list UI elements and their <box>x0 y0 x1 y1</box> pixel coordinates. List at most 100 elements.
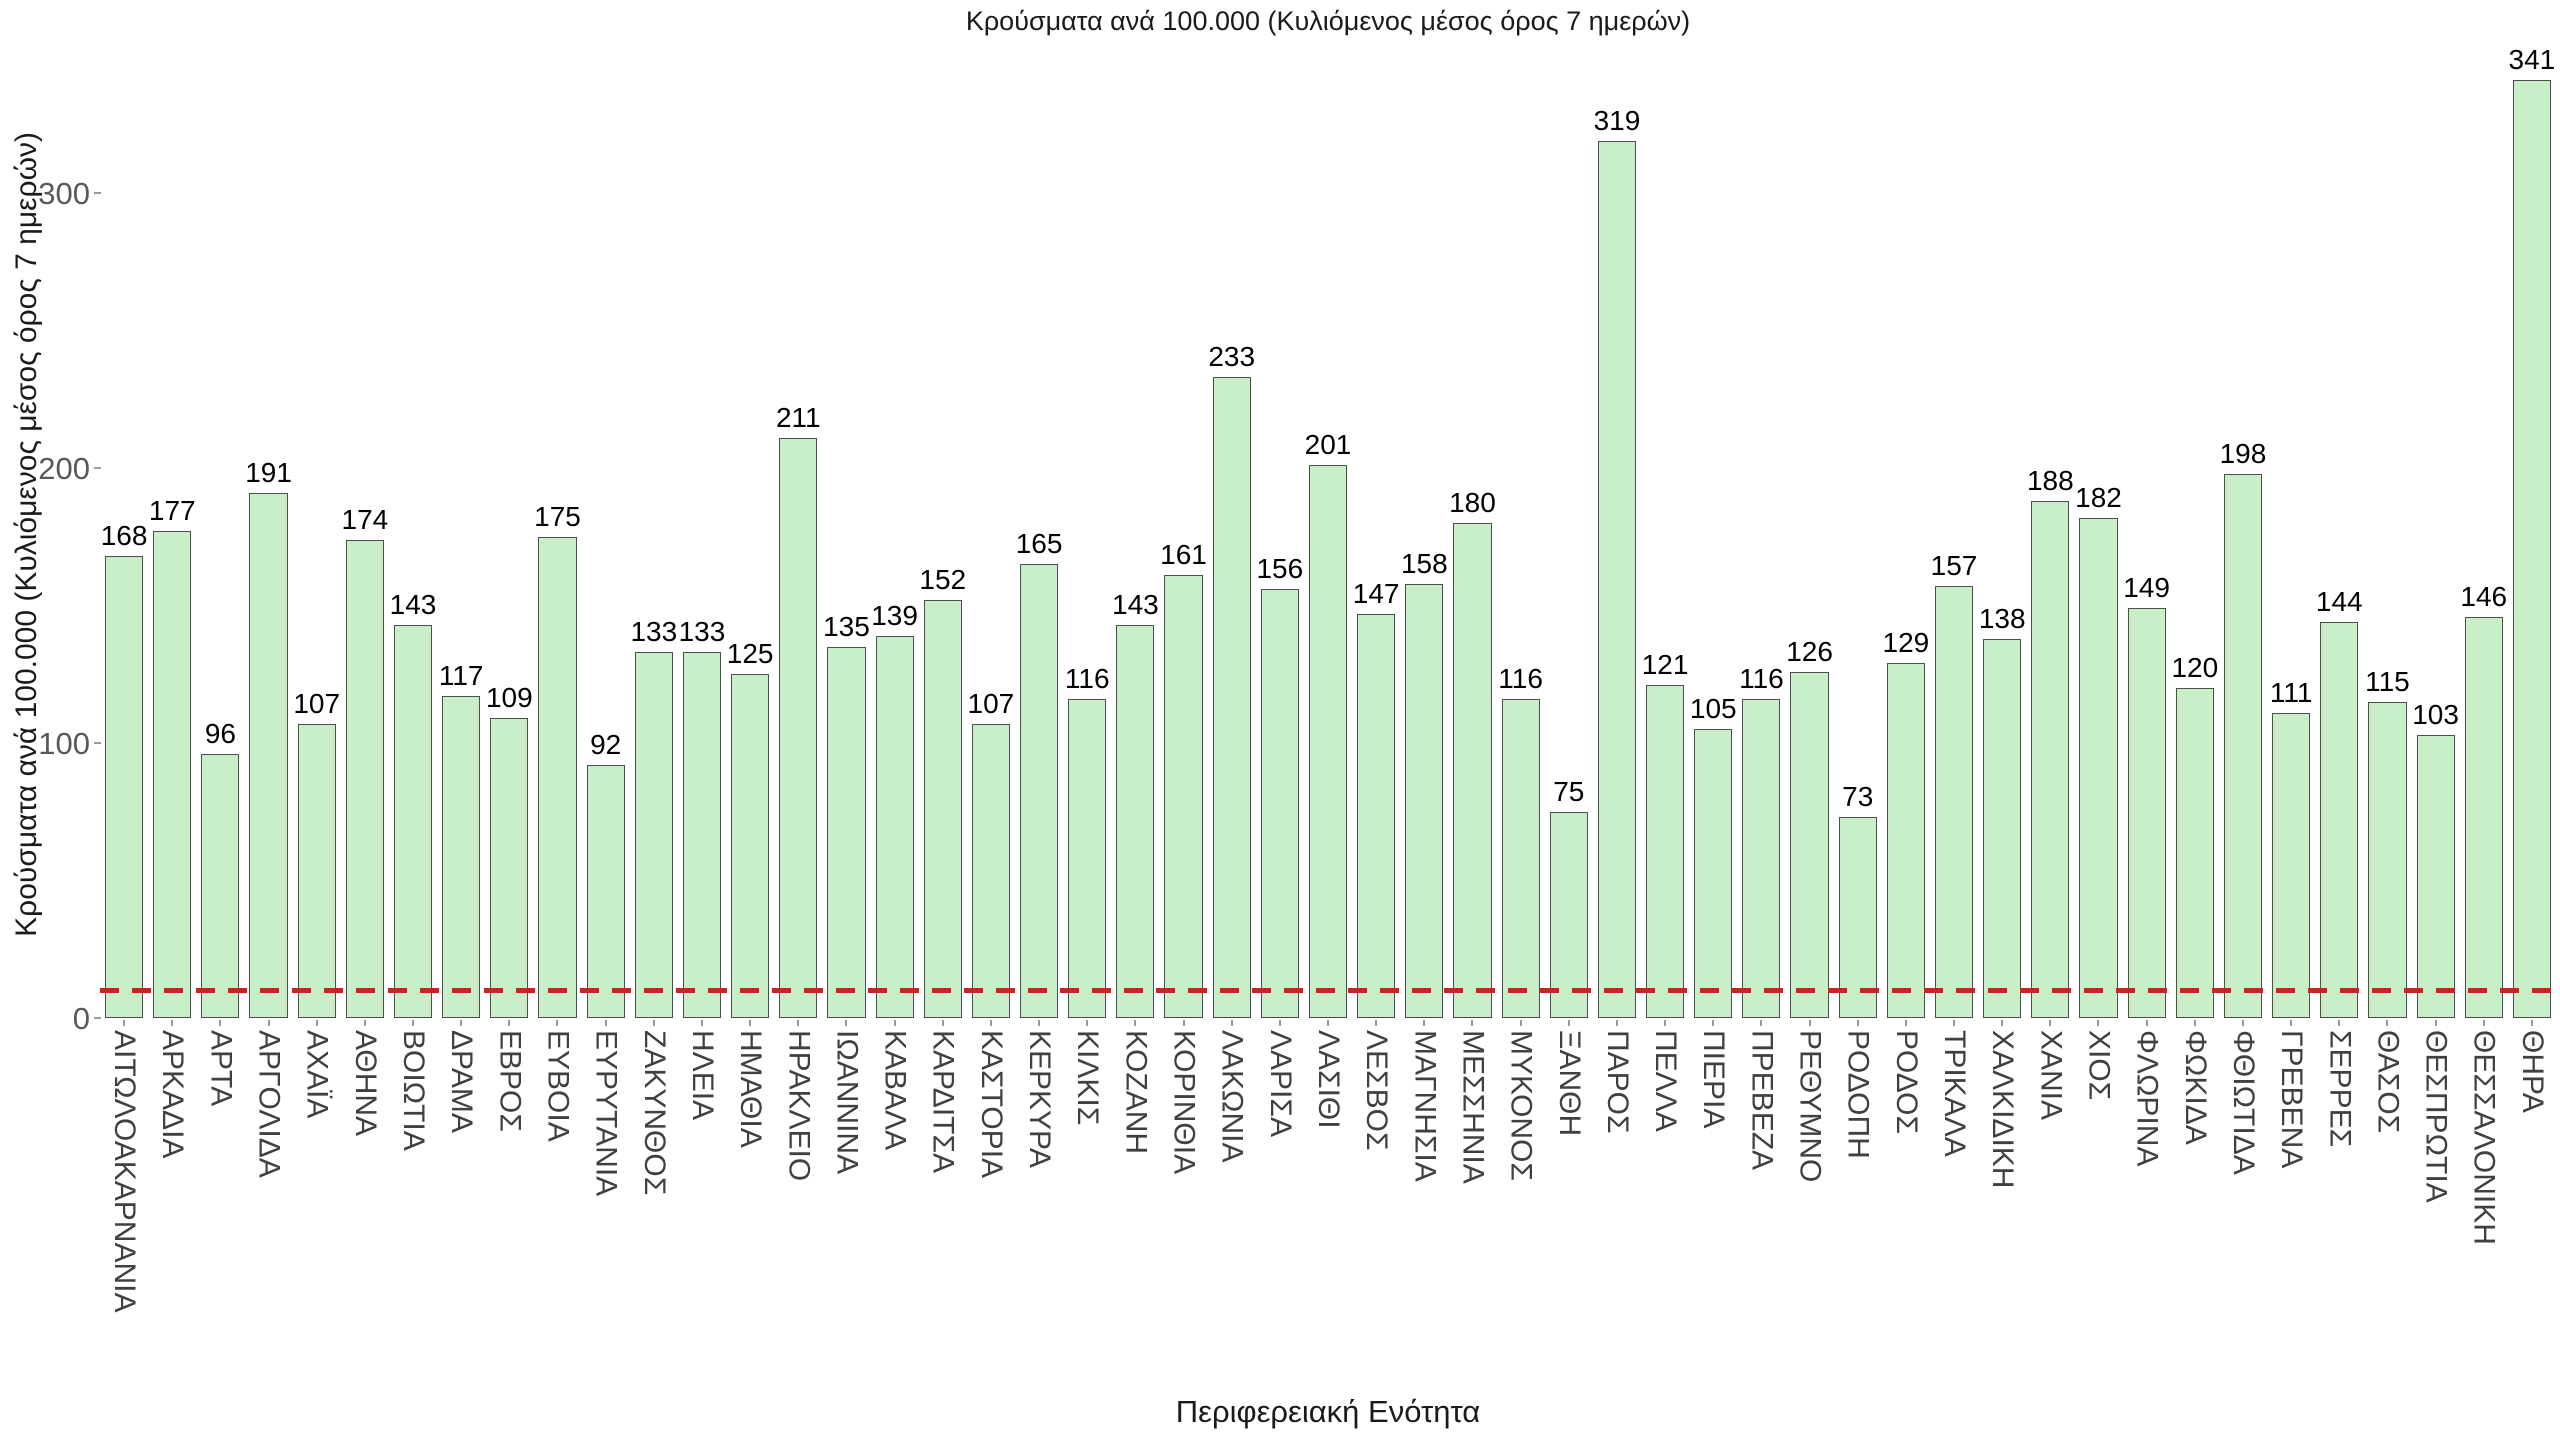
x-tick-mark <box>1326 1020 1329 1026</box>
bar-slot: 158 <box>1401 40 1448 1018</box>
bar <box>1019 564 1059 1018</box>
bar <box>1694 729 1733 1018</box>
y-tick-label: 0 <box>72 1001 90 1036</box>
x-tick-mark <box>2049 1020 2052 1026</box>
x-tick-slot: ΣΕΡΡΕΣ <box>2320 1020 2358 1147</box>
x-tick-label: ΘΕΣΣΑΛΟΝΙΚΗ <box>2467 1030 2501 1245</box>
bar-value-label: 135 <box>823 610 870 642</box>
x-tick-label: ΑΧΑΪΑ <box>300 1030 334 1119</box>
bar <box>2223 473 2263 1018</box>
x-tick-label: ΘΕΣΠΡΩΤΙΑ <box>2419 1030 2453 1203</box>
x-tick-mark <box>2241 1020 2244 1026</box>
y-tick-label: 300 <box>38 176 90 211</box>
x-tick-mark <box>267 1020 270 1026</box>
bar-slot: 201 <box>1305 40 1351 1018</box>
bar-value-label: 191 <box>245 456 292 488</box>
x-tick-slot: ΠΙΕΡΙΑ <box>1694 1020 1732 1128</box>
bar <box>201 754 240 1018</box>
bar-value-label: 149 <box>2123 572 2170 604</box>
bar <box>2272 712 2311 1018</box>
x-tick-slot: ΧΙΟΣ <box>2079 1020 2117 1100</box>
x-tick-mark <box>1712 1020 1715 1026</box>
x-tick-label: ΜΕΣΣΗΝΙΑ <box>1456 1030 1490 1184</box>
bar-slot: 103 <box>2412 40 2459 1018</box>
x-tick-mark <box>845 1020 848 1026</box>
x-tick-mark <box>1423 1020 1426 1026</box>
x-tick-mark <box>1230 1020 1233 1026</box>
x-tick-label: ΘΗΡΑ <box>2515 1030 2549 1113</box>
y-tick-mark <box>94 742 101 744</box>
bar <box>923 600 962 1018</box>
bar-slot: 177 <box>149 40 196 1018</box>
bar-slot: 73 <box>1838 40 1877 1018</box>
x-tick-mark <box>508 1020 511 1026</box>
bar-slot: 133 <box>630 40 677 1018</box>
x-tick-slot: ΘΕΣΠΡΩΤΙΑ <box>2417 1020 2455 1203</box>
x-tick-mark <box>2482 1020 2485 1026</box>
bar-value-label: 117 <box>438 660 484 692</box>
y-tick-mark <box>94 1017 101 1019</box>
x-tick-slot: ΦΛΩΡΙΝΑ <box>2128 1020 2166 1166</box>
x-tick-label: ΧΙΟΣ <box>2082 1030 2116 1101</box>
bar-slot: 144 <box>2316 40 2363 1018</box>
x-tick-label: ΚΑΒΑΛΑ <box>878 1030 912 1151</box>
bar <box>2175 688 2214 1018</box>
bar <box>538 536 577 1018</box>
x-tick-slot: ΔΡΑΜΑ <box>442 1020 480 1133</box>
bar-value-label: 139 <box>871 599 918 631</box>
bar <box>2416 734 2455 1018</box>
bar-slot: 107 <box>293 40 340 1018</box>
bar-slot: 161 <box>1160 40 1207 1018</box>
bar <box>2464 616 2503 1018</box>
bar <box>1549 811 1588 1018</box>
bar-value-label: 188 <box>2026 465 2074 496</box>
x-tick-slot: ΗΡΑΚΛΕΙΟ <box>779 1020 817 1181</box>
x-tick-slot: ΚΕΡΚΥΡΑ <box>1020 1020 1058 1168</box>
bar <box>1742 699 1781 1018</box>
bar-value-label: 147 <box>1352 577 1400 609</box>
bar-value-label: 116 <box>1739 663 1784 694</box>
bar-value-label: 319 <box>1593 104 1641 136</box>
x-tick-label: ΚΙΛΚΙΣ <box>1071 1030 1105 1126</box>
bar-slot: 135 <box>823 40 870 1018</box>
x-tick-slot: ΗΜΑΘΙΑ <box>731 1020 769 1148</box>
x-tick-mark <box>1808 1020 1811 1026</box>
bar-value-label: 73 <box>1842 781 1874 813</box>
bar-value-label: 143 <box>389 588 437 620</box>
bar-value-label: 175 <box>534 500 581 532</box>
bar <box>297 723 336 1018</box>
bar-slot: 156 <box>1256 40 1303 1018</box>
bar-value-label: 161 <box>1160 539 1207 571</box>
bar-value-label: 75 <box>1553 775 1585 807</box>
x-tick-mark <box>1760 1020 1763 1026</box>
x-tick-label: ΛΑΣΙΘΙ <box>1311 1030 1345 1129</box>
x-tick-label: ΖΑΚΥΝΘΟΣ <box>637 1030 671 1196</box>
bar-slot: 174 <box>342 40 388 1018</box>
x-tick-label: ΕΥΡΥΤΑΝΙΑ <box>589 1030 623 1197</box>
bar <box>442 696 481 1018</box>
bar <box>779 437 818 1018</box>
bar-value-label: 92 <box>590 729 622 760</box>
bar-value-label: 107 <box>293 687 341 719</box>
bar-slot: 191 <box>245 40 292 1018</box>
bar <box>682 652 722 1018</box>
x-tick-mark <box>123 1020 126 1026</box>
x-tick-slot: ΓΡΕΒΕΝΑ <box>2272 1020 2310 1168</box>
bar <box>393 624 433 1018</box>
x-tick-mark <box>315 1020 318 1026</box>
x-tick-label: ΘΑΣΟΣ <box>2371 1030 2405 1134</box>
bar <box>490 718 529 1018</box>
bar-value-label: 156 <box>1256 553 1304 584</box>
bar-value-label: 152 <box>919 564 967 595</box>
x-tick-label: ΡΕΘΥΜΝΟ <box>1793 1030 1827 1183</box>
x-tick-slot: ΡΕΘΥΜΝΟ <box>1790 1020 1828 1182</box>
bar-slot: 211 <box>776 40 821 1018</box>
x-tick-slot: ΛΕΣΒΟΣ <box>1357 1020 1395 1150</box>
x-tick-slot: ΡΟΔΟΣ <box>1887 1020 1925 1134</box>
x-tick-label: ΗΡΑΚΛΕΙΟ <box>782 1030 816 1182</box>
bar <box>1260 589 1299 1018</box>
x-tick-label: ΞΑΝΘΗ <box>1552 1030 1586 1137</box>
bar <box>2079 517 2118 1018</box>
bar-value-label: 144 <box>2315 586 2363 617</box>
y-axis-label: Κρούσματα ανά 100.000 (Κυλιόμενος μέσος … <box>10 131 43 937</box>
